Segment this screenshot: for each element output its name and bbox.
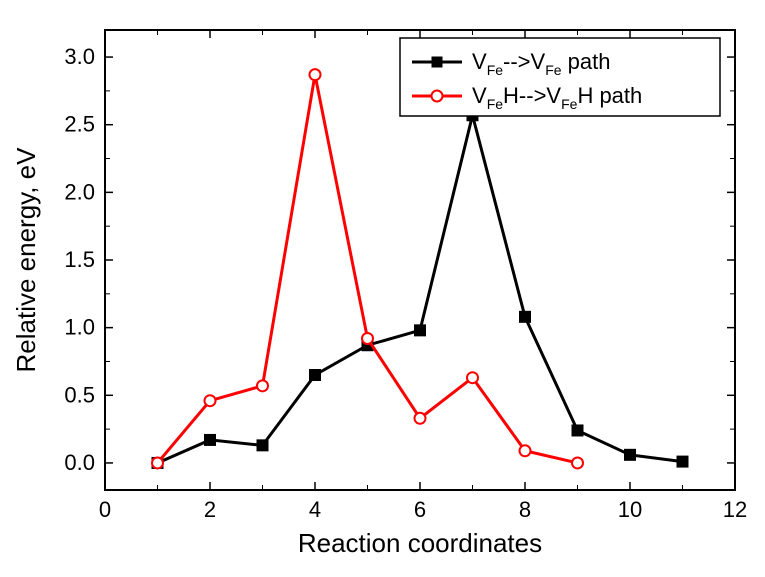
- series-1-marker: [362, 333, 373, 344]
- y-axis-label: Relative energy, eV: [11, 147, 41, 373]
- y-tick-label: 1.0: [64, 315, 95, 340]
- y-tick-label: 0.0: [64, 450, 95, 475]
- x-tick-label: 8: [519, 497, 531, 522]
- y-tick-label: 1.5: [64, 247, 95, 272]
- chart-svg: 0 2 4 6 8 10 12 0.0 0.5 1.0 1.5 2.0 2.5 3.0 Reaction c…: [0, 0, 765, 577]
- series-1-marker: [257, 380, 268, 391]
- series-0-marker: [677, 456, 688, 467]
- x-tick-label: 12: [723, 497, 747, 522]
- x-tick-label: 4: [309, 497, 321, 522]
- series-0-marker: [415, 325, 426, 336]
- x-tick-label: 10: [618, 497, 642, 522]
- y-tick-label: 0.5: [64, 382, 95, 407]
- series-0-marker: [257, 440, 268, 451]
- x-axis-label: Reaction coordinates: [298, 528, 542, 558]
- series-1-marker: [572, 457, 583, 468]
- series-1-marker: [520, 445, 531, 456]
- series-0-marker: [520, 311, 531, 322]
- y-tick-label: 3.0: [64, 44, 95, 69]
- series-0-marker: [310, 370, 321, 381]
- series-0-marker: [625, 449, 636, 460]
- series-0-marker: [205, 434, 216, 445]
- chart-container: 0 2 4 6 8 10 12 0.0 0.5 1.0 1.5 2.0 2.5 3.0 Reaction c…: [0, 0, 765, 577]
- series-0-marker: [572, 425, 583, 436]
- series-1-marker: [205, 395, 216, 406]
- series-1-marker: [310, 69, 321, 80]
- x-tick-label: 2: [204, 497, 216, 522]
- y-tick-label: 2.5: [64, 112, 95, 137]
- x-tick-label: 0: [99, 497, 111, 522]
- x-tick-label: 6: [414, 497, 426, 522]
- series-1-marker: [415, 413, 426, 424]
- series-1-marker: [152, 457, 163, 468]
- y-tick-label: 2.0: [64, 179, 95, 204]
- series-1-marker: [467, 372, 478, 383]
